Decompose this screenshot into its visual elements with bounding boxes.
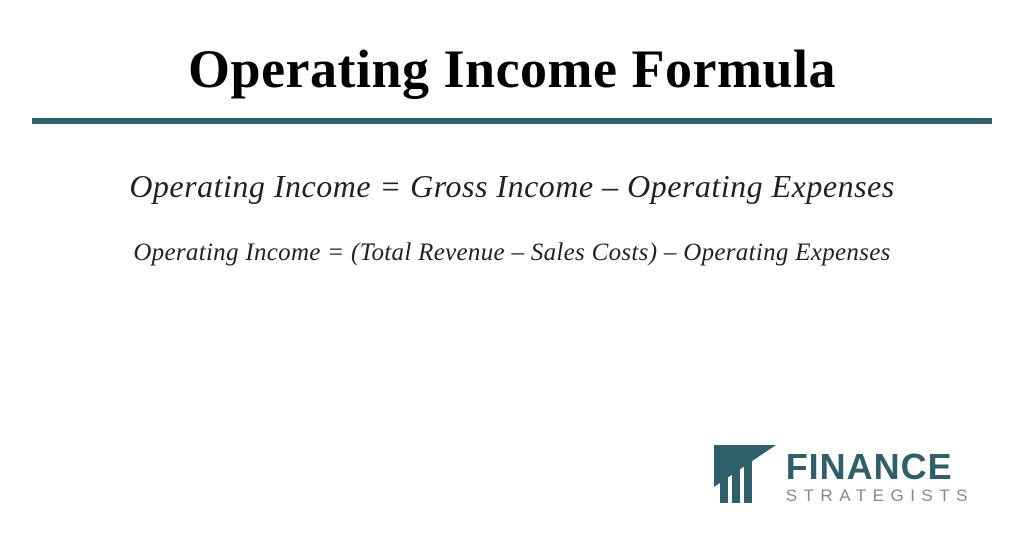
brand-logo: FINANCE STRATEGISTS: [714, 445, 974, 508]
page-title: Operating Income Formula: [0, 38, 1024, 100]
formula-secondary: Operating Income = (Total Revenue – Sale…: [0, 239, 1024, 267]
logo-sub-text: STRATEGISTS: [786, 487, 974, 504]
formula-primary: Operating Income = Gross Income – Operat…: [0, 168, 1024, 205]
logo-mark-icon: [714, 445, 776, 508]
logo-text-group: FINANCE STRATEGISTS: [786, 449, 974, 504]
logo-main-text: FINANCE: [786, 449, 974, 485]
title-divider: [32, 118, 992, 124]
